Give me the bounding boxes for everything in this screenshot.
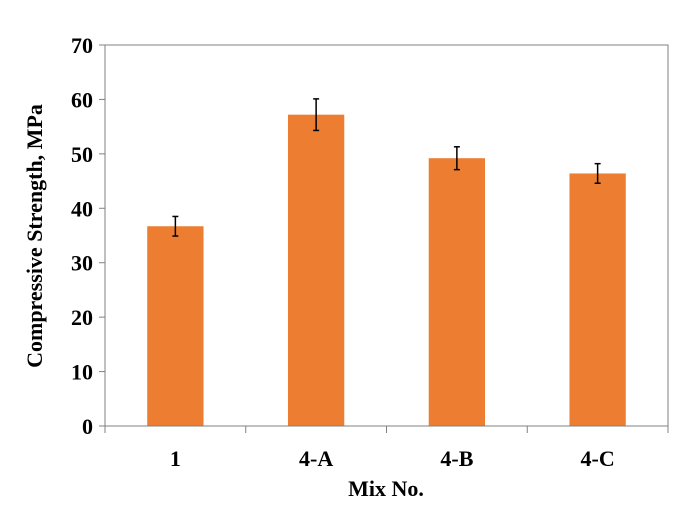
y-tick-label: 30 <box>71 251 93 276</box>
bar <box>147 226 204 426</box>
x-tick-label: 4-A <box>299 446 333 471</box>
y-axis: 0 10 20 30 40 50 60 70 <box>71 33 106 439</box>
y-tick-label: 70 <box>71 33 93 58</box>
y-tick-label: 20 <box>71 305 93 330</box>
x-tick-label: 4-B <box>440 446 473 471</box>
bar <box>287 114 345 426</box>
bars <box>147 114 626 426</box>
y-tick-label: 0 <box>82 414 93 439</box>
y-tick-label: 10 <box>71 360 93 385</box>
y-tick-label: 40 <box>71 196 93 221</box>
x-axis-title: Mix No. <box>348 476 424 501</box>
x-axis: 1 4-A 4-B 4-C <box>104 425 669 471</box>
bar <box>428 158 486 426</box>
y-tick-label: 60 <box>71 87 93 112</box>
y-axis-title: Compressive Strength, MPa <box>22 104 47 368</box>
x-tick-label: 1 <box>170 446 181 471</box>
y-tick-label: 50 <box>71 142 93 167</box>
x-tick-label: 4-C <box>581 446 615 471</box>
error-bars <box>172 98 601 237</box>
bar <box>569 173 626 426</box>
